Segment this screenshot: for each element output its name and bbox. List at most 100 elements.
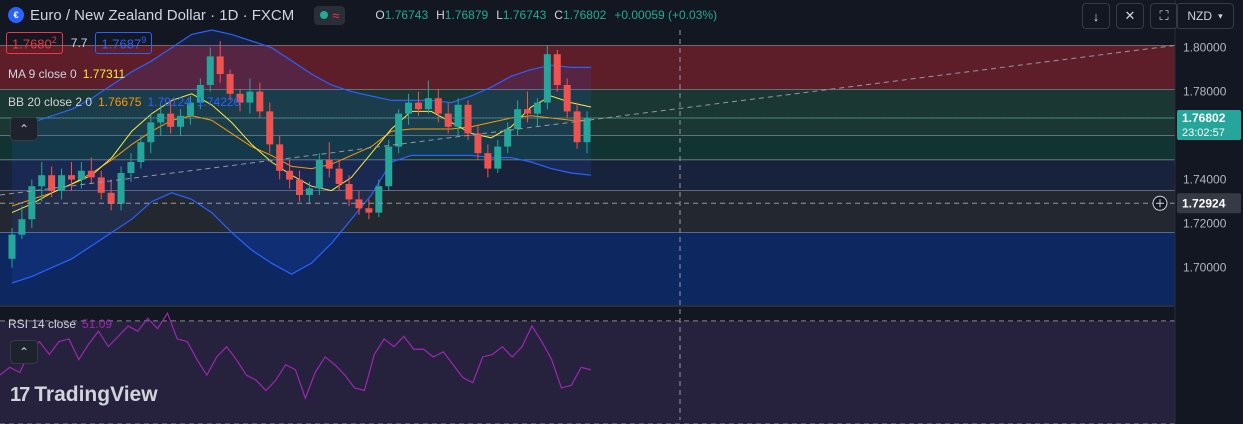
candle-8 [87, 157, 95, 184]
change-value: +0.00059 (+0.03%) [614, 8, 718, 22]
candle-30 [305, 181, 313, 204]
candle-body [28, 186, 36, 220]
tradingview-mark-icon: 17 [10, 383, 30, 406]
candle-31 [315, 153, 323, 195]
bb-lower-value: 1.74226 [196, 95, 241, 109]
candle-34 [345, 175, 353, 206]
candle-24 [246, 78, 254, 114]
scroll-down-button[interactable]: ↓ [1082, 3, 1110, 29]
candle-body [315, 159, 323, 189]
candle-43 [434, 89, 442, 123]
candle-body [414, 102, 422, 110]
candle-12 [127, 153, 135, 182]
candle-body [48, 175, 56, 191]
candle-body [405, 102, 413, 114]
candle-28 [286, 159, 294, 189]
candle-20 [206, 47, 214, 92]
candle-42 [424, 80, 432, 114]
currency-select[interactable]: NZD ▾ [1176, 3, 1234, 29]
candle-46 [464, 100, 472, 140]
candle-17 [177, 109, 185, 136]
candle-body [286, 170, 294, 180]
candle-body [504, 129, 512, 147]
candle-29 [296, 170, 303, 202]
symbol-logo-icon: € [8, 7, 24, 23]
candle-0 [8, 228, 16, 268]
candle-body [167, 113, 175, 127]
candle-19 [196, 78, 204, 110]
candle-body [454, 104, 462, 127]
price-tick-label: 1.70000 [1183, 261, 1227, 275]
open-value: 1.76743 [384, 8, 429, 22]
candle-body [216, 56, 224, 74]
candle-body [573, 111, 581, 143]
candle-9 [97, 170, 105, 200]
candle-21 [216, 41, 224, 83]
price-tick-label: 1.80000 [1183, 41, 1227, 55]
bb-legend[interactable]: BB 20 close 2 0 1.76675 1.79124 1.74226 [8, 95, 241, 109]
chevron-up-icon: ⌃ [18, 122, 30, 136]
candle-5 [58, 168, 66, 200]
candle-body [553, 54, 561, 85]
price-axis[interactable]: 1.80000 1.78000 1.74000 1.72000 1.70000 1.768… [1174, 0, 1243, 424]
candle-18 [186, 96, 194, 125]
bb-basis-value: 1.76675 [98, 95, 142, 109]
candle-body [38, 175, 46, 187]
candle-body [58, 175, 66, 191]
candle-33 [335, 159, 343, 191]
spread-value: 7.7 [70, 36, 88, 50]
candle-39 [395, 109, 403, 154]
market-status[interactable]: ≈ [314, 5, 346, 25]
bb-basis-line [11, 115, 591, 207]
candle-14 [147, 113, 155, 154]
candle-41 [414, 91, 422, 116]
candle-body [276, 144, 284, 171]
fullscreen-icon: ⛶ [1159, 8, 1169, 23]
candle-50 [504, 122, 512, 154]
chevron-up-icon: ⌃ [18, 345, 30, 359]
candle-body [137, 142, 145, 162]
market-open-icon [320, 11, 329, 19]
last-price-badge [1177, 109, 1241, 140]
candle-22 [226, 69, 234, 101]
high-value: 1.76879 [444, 8, 489, 22]
crosshair-price-label: 1.72924 [1182, 196, 1226, 210]
crosshair-price-badge [1177, 193, 1241, 214]
candle-32 [325, 142, 333, 178]
sell-button[interactable]: 1.76802 [6, 31, 63, 55]
candle-body [543, 54, 551, 103]
candle-body [67, 175, 75, 180]
tradingview-logo[interactable]: 17 TradingView [10, 383, 158, 406]
candle-55 [553, 49, 561, 92]
candle-body [325, 159, 333, 169]
rsi-panel: 60.0040.00 [0, 305, 1243, 424]
symbol-title[interactable]: Euro / New Zealand Dollar · 1D · FXCM [30, 6, 295, 24]
candle-40 [405, 93, 413, 125]
rsi-legend[interactable]: RSI 14 close 51.09 [8, 317, 113, 331]
candle-body [206, 56, 214, 85]
candle-body [177, 115, 185, 127]
collapse-rsi-button[interactable]: ⌃ [10, 340, 38, 364]
candle-body [514, 109, 522, 129]
candle-58 [583, 111, 591, 154]
candle-47 [474, 124, 482, 160]
zone-5 [0, 232, 1175, 305]
fullscreen-button[interactable]: ⛶ [1150, 3, 1178, 29]
candle-2 [28, 179, 36, 228]
candle-body [434, 98, 442, 114]
buy-button[interactable]: 1.76879 [95, 31, 153, 55]
candle-4 [48, 166, 56, 198]
ma-legend[interactable]: MA 9 close 0 1.77311 [8, 67, 126, 81]
rsi-line [0, 311, 592, 400]
collapse-legend-button[interactable]: ⌃ [10, 117, 38, 141]
candle-1 [18, 206, 26, 239]
candle-11 [117, 166, 125, 211]
chart-overlays [0, 30, 1176, 420]
zone-4 [0, 190, 1175, 233]
candle-body [533, 102, 541, 114]
candle-body [385, 146, 393, 187]
collapse-button[interactable]: ✕ [1116, 3, 1144, 29]
wave-icon: ≈ [332, 7, 340, 23]
candle-body [246, 91, 254, 103]
